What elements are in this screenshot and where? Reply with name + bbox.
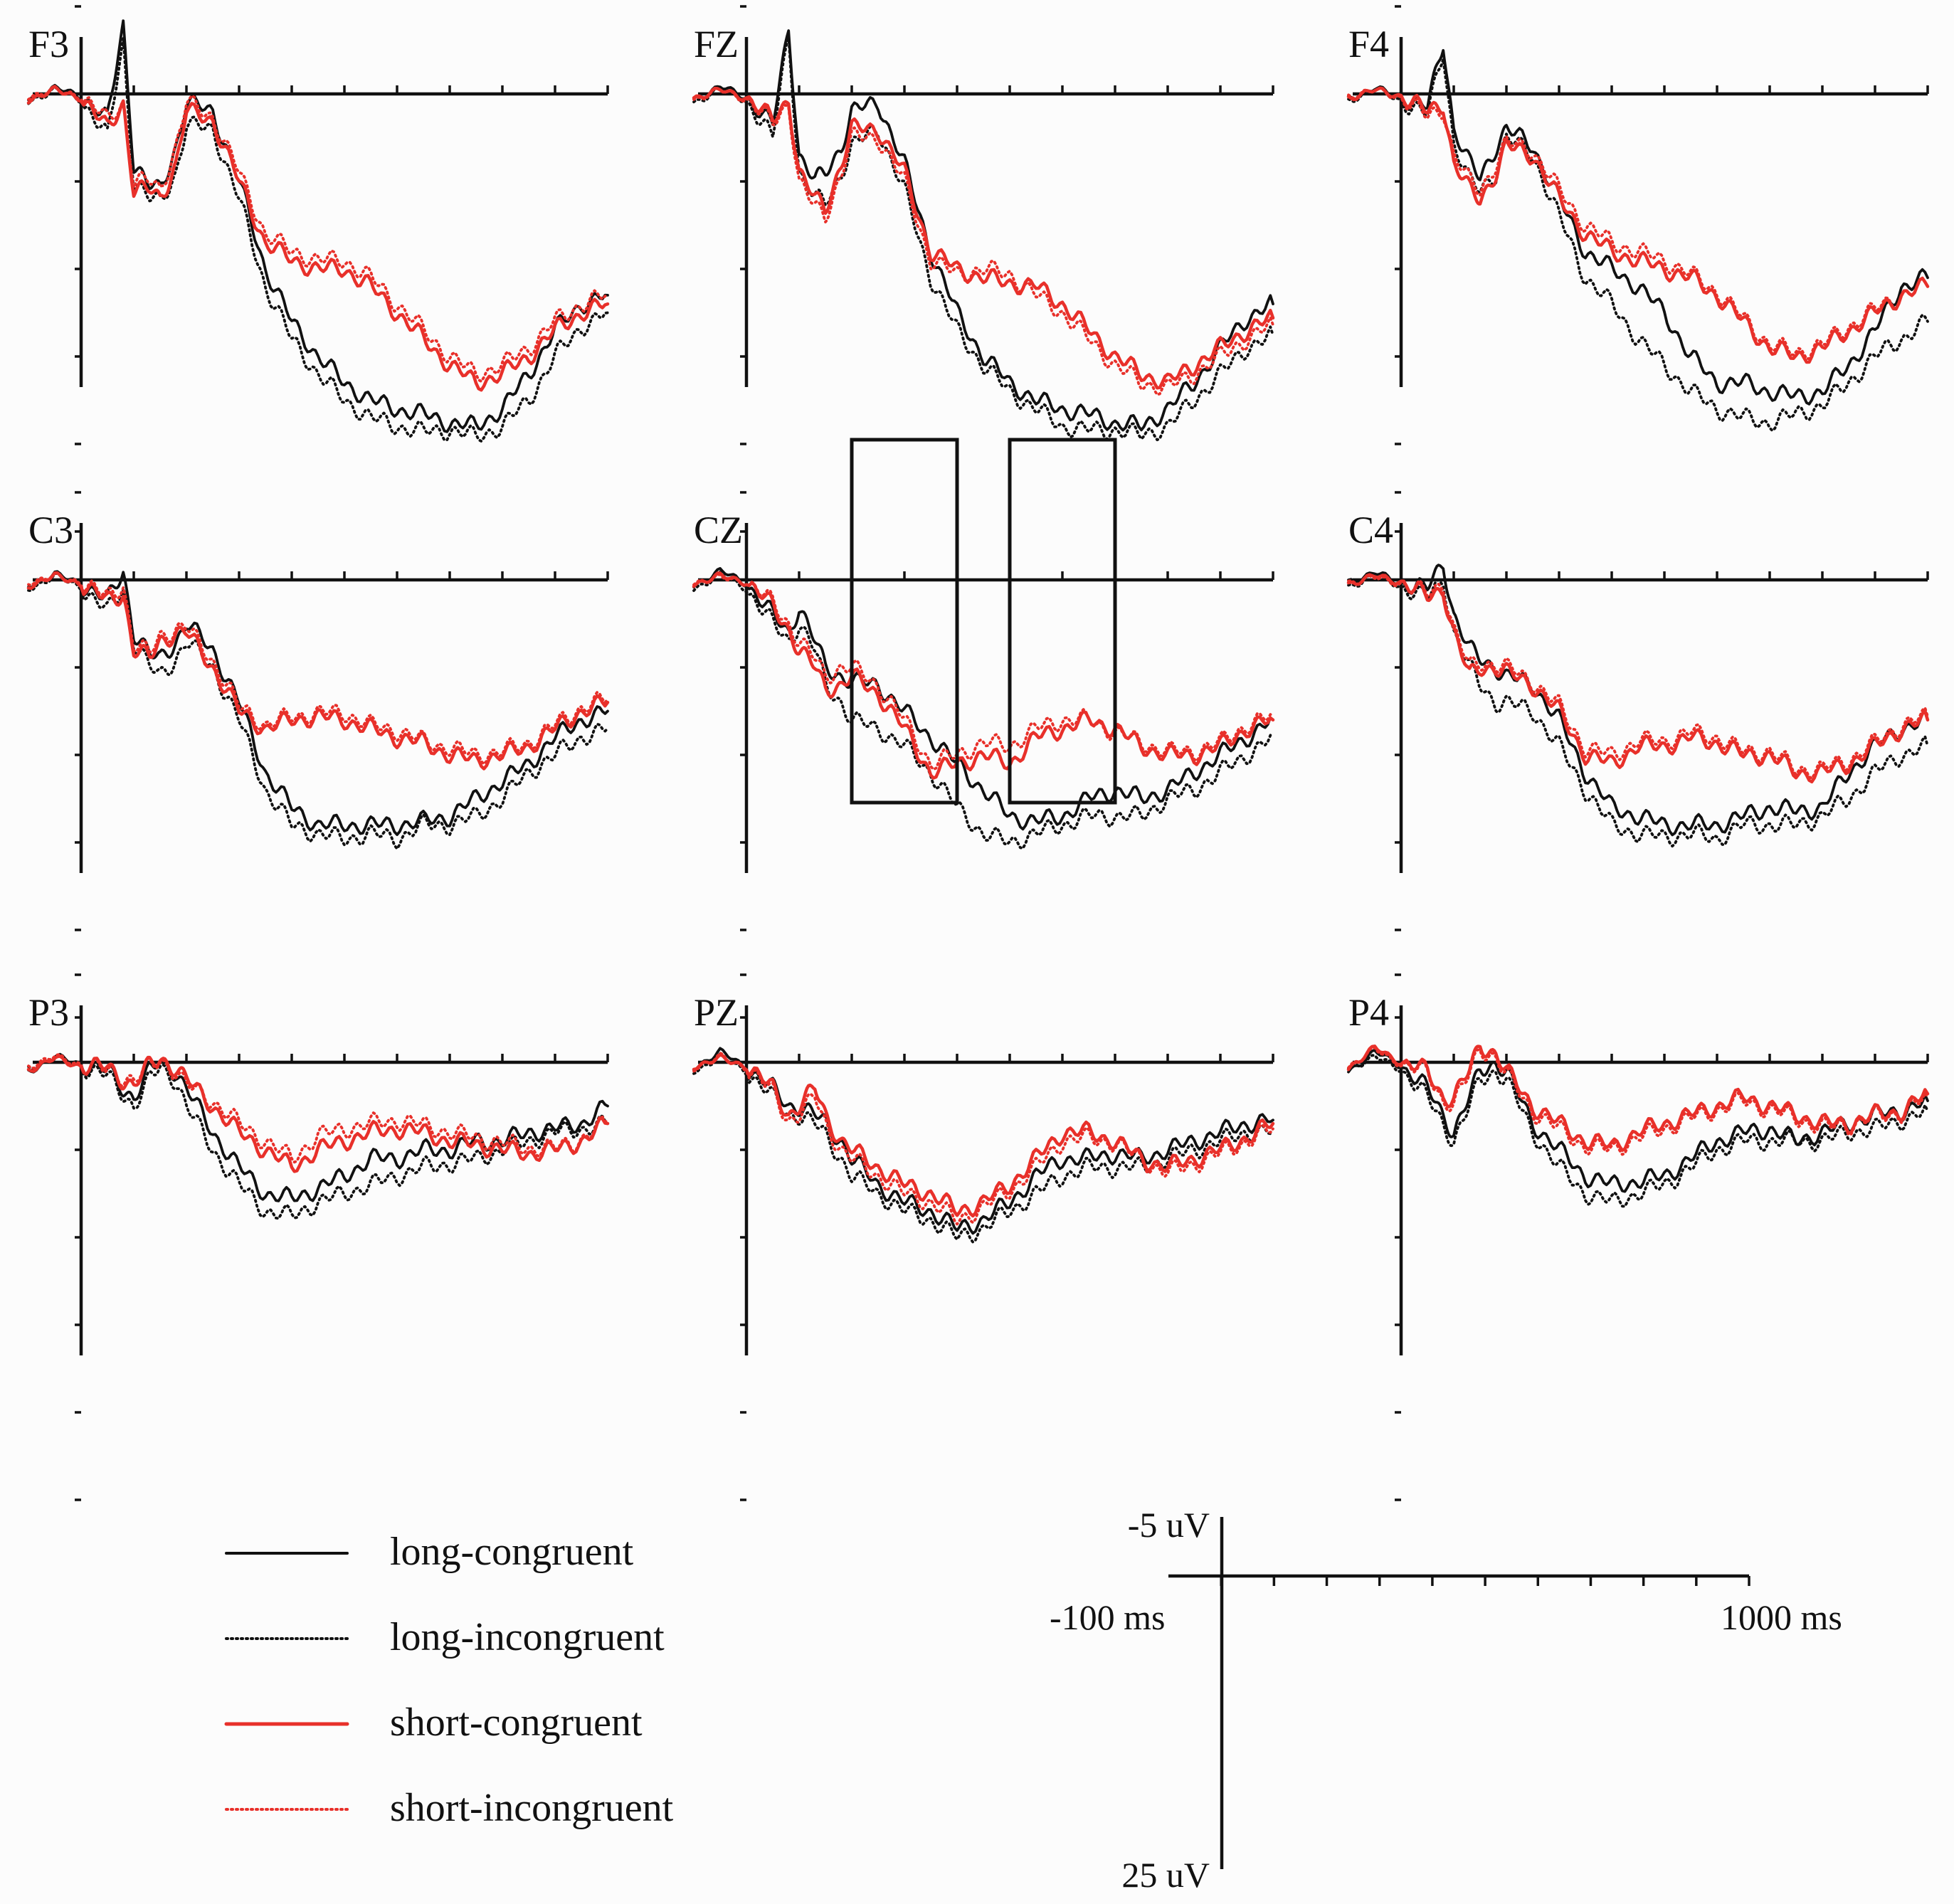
panel-p3: P3 bbox=[26, 973, 610, 1501]
waveform-short-congruent bbox=[26, 85, 610, 392]
waveform-short-incongruent bbox=[27, 85, 609, 383]
waveform-long-incongruent bbox=[692, 1052, 1274, 1244]
panel-f4: F4 bbox=[1346, 5, 1930, 533]
legend-label-long-incongruent: long-incongruent bbox=[390, 1615, 665, 1659]
legend-label-short-congruent: short-congruent bbox=[390, 1701, 643, 1745]
waveform-short-incongruent bbox=[692, 573, 1274, 771]
waveform-short-congruent bbox=[26, 1054, 610, 1173]
legend-item-long-incongruent: long-incongruent bbox=[225, 1615, 665, 1659]
waveform-short-incongruent bbox=[1347, 87, 1929, 361]
scale-bar-y-bottom-label: 25 uV bbox=[1121, 1855, 1210, 1895]
waveform-long-congruent bbox=[1347, 1049, 1929, 1193]
waveform-long-congruent bbox=[27, 19, 609, 433]
scale-bar: -5 uV -100 ms 1000 ms 25 uV bbox=[1050, 1505, 1842, 1895]
channel-label: PZ bbox=[694, 991, 739, 1034]
channel-label: P4 bbox=[1348, 991, 1389, 1034]
channel-label: F3 bbox=[28, 23, 69, 65]
channel-label: F4 bbox=[1348, 23, 1389, 65]
panel-c4: C4 bbox=[1346, 491, 1930, 1019]
waveform-long-incongruent bbox=[27, 36, 609, 443]
scale-bar-ticks bbox=[1220, 1576, 1750, 1586]
channel-label: C3 bbox=[28, 509, 73, 551]
panel-pz: PZ bbox=[692, 973, 1275, 1501]
cz-analysis-windows bbox=[850, 438, 1117, 805]
waveform-long-congruent bbox=[1347, 48, 1929, 406]
waveform-long-congruent bbox=[692, 1047, 1274, 1235]
waveform-long-congruent bbox=[692, 567, 1274, 831]
waveform-short-congruent bbox=[1346, 86, 1930, 364]
waveform-long-incongruent bbox=[1347, 1054, 1929, 1208]
channel-label: CZ bbox=[694, 509, 743, 551]
waveform-long-congruent bbox=[27, 570, 609, 836]
scale-bar-x-max-label: 1000 ms bbox=[1721, 1597, 1842, 1637]
waveform-short-incongruent bbox=[1347, 1046, 1929, 1156]
channel-label: FZ bbox=[694, 23, 739, 65]
waveform-short-congruent bbox=[26, 571, 610, 771]
waveform-long-incongruent bbox=[692, 571, 1274, 850]
waveform-short-incongruent bbox=[27, 571, 609, 766]
waveform-short-congruent bbox=[1346, 1044, 1930, 1152]
legend: long-congruent long-incongruent short-co… bbox=[224, 1530, 674, 1830]
waveform-short-congruent bbox=[692, 86, 1275, 390]
panel-c3: C3 bbox=[26, 491, 610, 1019]
panel-f3: F3 bbox=[26, 5, 610, 533]
waveform-short-congruent bbox=[692, 1053, 1275, 1218]
waveform-short-congruent bbox=[1346, 573, 1930, 784]
waveform-long-congruent bbox=[27, 1052, 609, 1202]
scale-bar-y-top-label: -5 uV bbox=[1128, 1505, 1210, 1545]
panel-cz: CZ bbox=[692, 491, 1275, 1019]
analysis-window-box bbox=[850, 438, 959, 805]
channel-label: C4 bbox=[1348, 509, 1393, 551]
waveform-short-incongruent bbox=[27, 1053, 609, 1164]
waveform-short-incongruent bbox=[692, 1052, 1274, 1226]
waveform-short-incongruent bbox=[692, 87, 1274, 396]
panel-p4: P4 bbox=[1346, 973, 1930, 1501]
scale-bar-x-min-label: -100 ms bbox=[1050, 1597, 1166, 1637]
waveform-long-incongruent bbox=[1347, 58, 1929, 433]
waveform-long-incongruent bbox=[27, 1054, 609, 1220]
waveform-long-congruent bbox=[1347, 564, 1929, 837]
legend-label-short-incongruent: short-incongruent bbox=[390, 1786, 674, 1830]
legend-item-long-congruent: long-congruent bbox=[225, 1530, 634, 1574]
analysis-window-box bbox=[1008, 438, 1117, 805]
erp-panel-grid: F3 FZ F4 C3 CZ C4 P3 PZ P4 bbox=[26, 5, 1930, 1501]
waveform-long-incongruent bbox=[1347, 573, 1929, 848]
legend-item-short-incongruent: short-incongruent bbox=[225, 1786, 674, 1830]
channel-label: P3 bbox=[28, 991, 69, 1034]
panel-fz: FZ bbox=[692, 5, 1275, 533]
waveform-short-congruent bbox=[692, 571, 1275, 780]
waveform-short-incongruent bbox=[1347, 574, 1929, 780]
waveform-long-incongruent bbox=[692, 34, 1274, 442]
legend-item-short-congruent: short-congruent bbox=[224, 1701, 643, 1745]
legend-label-long-congruent: long-congruent bbox=[390, 1530, 634, 1574]
